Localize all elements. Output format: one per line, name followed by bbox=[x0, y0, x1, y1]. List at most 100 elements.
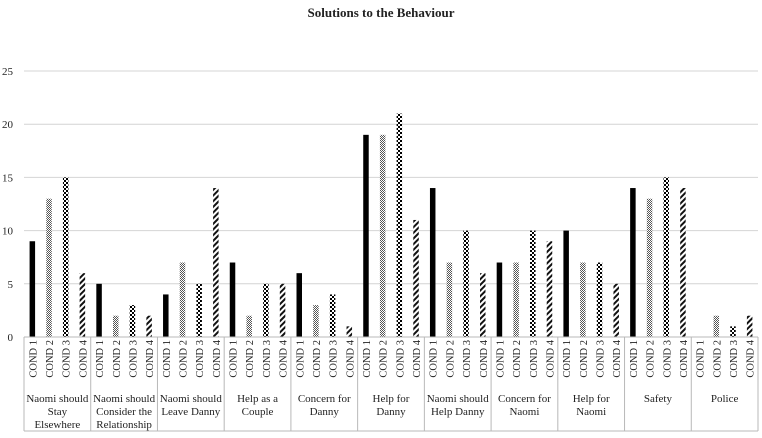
category-label: Naomi should Help Danny bbox=[427, 393, 490, 418]
category-label-line: Concern for bbox=[498, 393, 551, 405]
x-tick-label: COND 3 bbox=[662, 340, 673, 378]
x-tick-label: COND 3 bbox=[596, 340, 607, 378]
bar bbox=[446, 262, 453, 337]
category-label: Concern for Danny bbox=[298, 393, 351, 418]
category-label-line: Help for bbox=[573, 393, 610, 405]
category-label-line: Stay bbox=[48, 406, 68, 418]
chart-title: Solutions to the Behaviour bbox=[308, 5, 455, 20]
x-tick-label: COND 3 bbox=[329, 340, 340, 378]
x-tick-label: COND 1 bbox=[696, 340, 707, 378]
bar bbox=[196, 283, 202, 337]
x-tick-label: COND 1 bbox=[162, 340, 173, 378]
x-tick-label: COND 3 bbox=[262, 340, 273, 378]
category-label-line: Relationship bbox=[96, 419, 152, 431]
bar bbox=[329, 294, 336, 337]
category-label: Help as a Couple bbox=[237, 393, 278, 418]
x-tick-label: COND 3 bbox=[729, 340, 740, 378]
category-label-line: Concern for bbox=[298, 393, 351, 405]
bar bbox=[129, 305, 136, 337]
category-label-line: Naomi should bbox=[26, 393, 89, 405]
bar bbox=[146, 315, 152, 337]
bar bbox=[113, 315, 119, 337]
x-tick-label: COND 1 bbox=[495, 340, 506, 378]
category-label-line: Safety bbox=[644, 393, 673, 405]
y-tick-label: 10 bbox=[2, 226, 14, 238]
y-tick-label: 25 bbox=[2, 66, 14, 78]
bar bbox=[396, 113, 403, 337]
bar bbox=[246, 315, 252, 337]
bar bbox=[646, 198, 653, 337]
bar bbox=[713, 315, 720, 337]
bar bbox=[179, 262, 186, 337]
category-label-line: Help as a bbox=[237, 393, 278, 405]
x-tick-label: COND 1 bbox=[562, 340, 573, 378]
y-tick-label: 0 bbox=[8, 332, 14, 344]
bar bbox=[630, 188, 636, 337]
bar bbox=[29, 241, 36, 337]
bar bbox=[580, 262, 586, 337]
x-tick-label: COND 2 bbox=[178, 340, 189, 378]
x-tick-label: COND 2 bbox=[45, 340, 56, 378]
category-label: Police bbox=[711, 393, 739, 405]
bars-layer bbox=[29, 113, 753, 337]
category-label-line: Naomi bbox=[576, 406, 606, 418]
x-tick-label: COND 1 bbox=[429, 340, 440, 378]
x-tick-label: COND 1 bbox=[229, 340, 240, 378]
bar bbox=[313, 305, 319, 337]
category-label-line: Consider the bbox=[96, 406, 152, 418]
bar bbox=[563, 230, 569, 337]
x-tick-label: COND 4 bbox=[212, 339, 223, 377]
category-label-line: Naomi should bbox=[160, 393, 223, 405]
x-tick-label: COND 2 bbox=[112, 340, 123, 378]
bar bbox=[263, 283, 269, 337]
category-label: Safety bbox=[644, 393, 673, 405]
bar bbox=[463, 230, 469, 337]
category-label-line: Couple bbox=[242, 406, 274, 418]
bar bbox=[746, 315, 753, 337]
x-tick-label: COND 4 bbox=[679, 339, 690, 377]
x-tick-label: COND 3 bbox=[462, 340, 473, 378]
x-tick-label: COND 4 bbox=[345, 339, 356, 377]
x-tick-label: COND 4 bbox=[412, 339, 423, 377]
category-label-line: Naomi should bbox=[93, 393, 156, 405]
category-label: Help for Naomi bbox=[573, 393, 610, 418]
category-label: Naomi should Consider the Relationship bbox=[93, 393, 156, 431]
bar bbox=[229, 262, 236, 337]
y-tick-label: 15 bbox=[2, 172, 14, 184]
y-tick-label: 5 bbox=[8, 279, 14, 291]
x-tick-label: COND 1 bbox=[28, 340, 39, 378]
x-tick-label: COND 3 bbox=[62, 340, 73, 378]
category-label-line: Naomi should bbox=[427, 393, 490, 405]
bar bbox=[613, 283, 619, 337]
x-tick-label: COND 2 bbox=[445, 340, 456, 378]
x-tick-label: COND 4 bbox=[78, 339, 89, 377]
category-label: Naomi should Stay Elsewhere bbox=[26, 393, 89, 431]
x-tick-label: COND 1 bbox=[629, 340, 640, 378]
x-tick-label: COND 1 bbox=[295, 340, 306, 378]
bar bbox=[363, 134, 369, 337]
bar bbox=[496, 262, 503, 337]
bar bbox=[163, 294, 169, 337]
x-tick-label: COND 4 bbox=[612, 339, 623, 377]
bar bbox=[730, 326, 736, 337]
bar bbox=[530, 230, 536, 337]
x-tick-label: COND 4 bbox=[746, 339, 757, 377]
x-tick-label: COND 2 bbox=[245, 340, 256, 378]
category-label-line: Help for bbox=[373, 393, 410, 405]
x-tick-label: COND 4 bbox=[279, 339, 290, 377]
x-tick-label: COND 2 bbox=[579, 340, 590, 378]
y-tick-label: 20 bbox=[2, 119, 14, 131]
x-tick-label: COND 2 bbox=[312, 340, 323, 378]
x-tick-label: COND 2 bbox=[512, 340, 523, 378]
bar bbox=[46, 198, 52, 337]
axis-layer: 0 5 10 15 20 25 COND 1 COND 2 COND 3 COND 4 COND 1… bbox=[2, 66, 759, 432]
category-label-line: Police bbox=[711, 393, 739, 405]
bar bbox=[346, 326, 353, 337]
x-tick-label: COND 3 bbox=[195, 340, 206, 378]
category-label-line: Elsewhere bbox=[34, 419, 80, 431]
category-label-line: Danny bbox=[310, 406, 340, 418]
x-tick-label: COND 3 bbox=[529, 340, 540, 378]
x-tick-label: COND 2 bbox=[712, 340, 723, 378]
